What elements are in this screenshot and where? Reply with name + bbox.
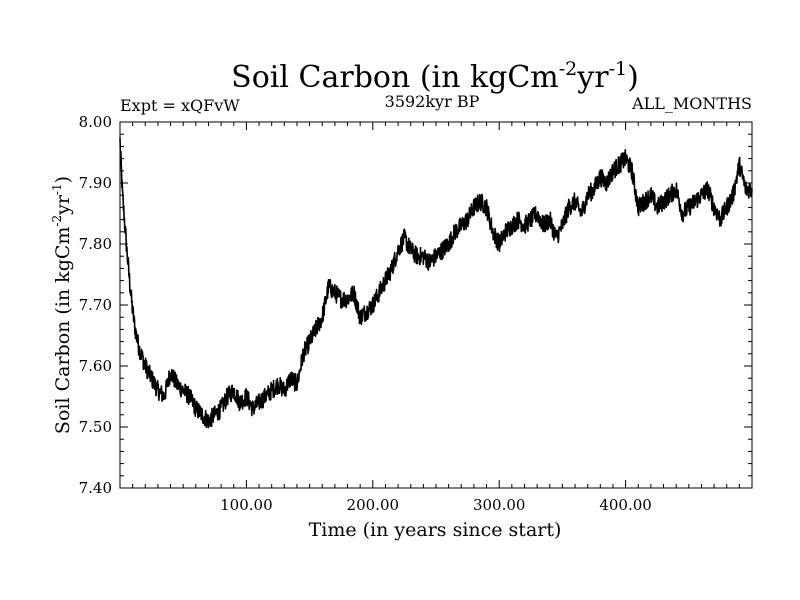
y-tick-label: 8.00 bbox=[79, 113, 112, 131]
y-tick-label: 7.50 bbox=[79, 418, 112, 436]
y-tick-label: 7.90 bbox=[79, 174, 112, 192]
y-axis-label-sup2: -1 bbox=[50, 183, 64, 195]
chart-title-sup2: -1 bbox=[609, 58, 628, 80]
y-axis-label: Soil Carbon (in kgCm-2yr-1) bbox=[50, 176, 74, 434]
plot-frame bbox=[119, 121, 753, 489]
series-group bbox=[119, 137, 753, 429]
expt-label: Expt = xQFvW bbox=[120, 96, 240, 115]
chart-title: Soil Carbon (in kgCm-2yr-1) bbox=[231, 58, 639, 95]
y-axis-label-end: ) bbox=[52, 176, 74, 183]
chart-title-sup1: -2 bbox=[559, 58, 578, 80]
x-axis-label: Time (in years since start) bbox=[309, 519, 562, 541]
months-label: ALL_MONTHS bbox=[631, 94, 752, 113]
x-tick-label: 300.00 bbox=[473, 496, 526, 514]
y-axis-label-main: Soil Carbon (in kgCm bbox=[52, 227, 74, 434]
y-tick-label: 7.80 bbox=[79, 235, 112, 253]
period-label: 3592kyr BP bbox=[385, 92, 480, 111]
y-axis-label-mid: yr bbox=[52, 194, 74, 216]
y-tick-label: 7.70 bbox=[79, 296, 112, 314]
y-tick-label: 7.60 bbox=[79, 357, 112, 375]
x-tick-label: 400.00 bbox=[599, 496, 652, 514]
x-tick-label: 100.00 bbox=[220, 496, 273, 514]
chart-title-end: ) bbox=[627, 60, 639, 95]
chart-title-main: Soil Carbon (in kgCm bbox=[231, 60, 559, 95]
series-line-soil-carbon bbox=[119, 137, 753, 429]
y-axis-label-sup1: -2 bbox=[50, 215, 64, 227]
chart-title-mid: yr bbox=[576, 60, 609, 95]
y-tick-label: 7.40 bbox=[79, 479, 112, 497]
x-axis-ticks: 100.00 200.00 300.00 400.00 bbox=[132, 122, 740, 514]
y-axis-ticks: 7.40 7.50 7.60 7.70 7.80 7.90 8.00 bbox=[79, 113, 752, 497]
x-tick-label: 200.00 bbox=[347, 496, 400, 514]
